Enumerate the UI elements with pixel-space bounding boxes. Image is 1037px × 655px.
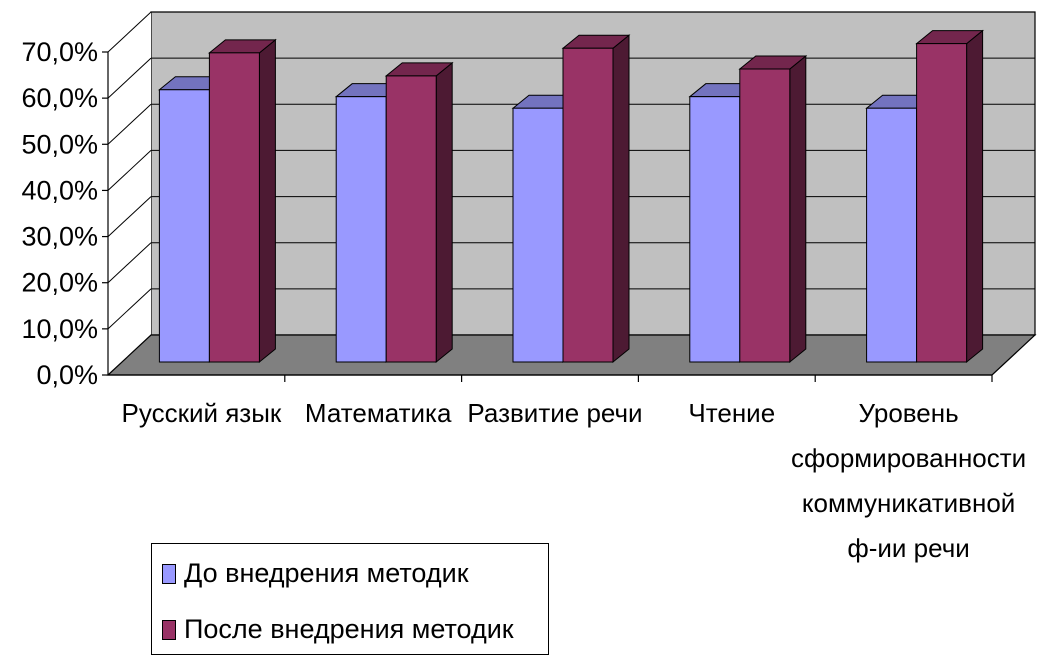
bar-side — [435, 61, 453, 364]
x-category-label: Математика — [305, 398, 452, 428]
x-category-label: Русский язык — [122, 398, 282, 428]
y-tick-label: 20,0% — [21, 268, 98, 298]
bar-side — [612, 34, 630, 364]
bar-side — [789, 54, 807, 364]
bar — [562, 47, 614, 363]
legend-swatch-after — [162, 619, 176, 640]
y-tick-label: 40,0% — [21, 175, 98, 205]
x-category-label: сформированности — [791, 443, 1026, 473]
y-tick-label: 60,0% — [21, 83, 98, 113]
y-tick-label: 70,0% — [21, 37, 98, 67]
x-category-label: Развитие речи — [467, 398, 642, 428]
bar — [916, 43, 968, 363]
legend-swatch-before — [162, 563, 176, 584]
legend-item-before: До внедрения методик — [162, 558, 469, 589]
gridline-side — [107, 150, 152, 191]
y-tick-label: 50,0% — [21, 129, 98, 159]
x-category-label: Чтение — [688, 398, 775, 428]
legend-label-after: После внедрения методик — [184, 614, 514, 644]
bar-side — [966, 29, 984, 364]
legend: До внедрения методик После внедрения мет… — [151, 543, 549, 655]
bar — [158, 89, 210, 363]
gridline-side — [107, 11, 152, 53]
bar — [208, 52, 260, 363]
bar — [689, 96, 741, 363]
x-category-label: ф-ии речи — [847, 533, 969, 563]
bar — [739, 68, 791, 363]
x-category-label: Уровень — [859, 398, 959, 428]
bar-side — [258, 38, 276, 364]
legend-label-before: До внедрения методик — [184, 558, 469, 588]
chart-side-wall — [108, 12, 151, 375]
y-tick-label: 0,0% — [36, 360, 98, 390]
y-tick-label: 10,0% — [21, 314, 98, 344]
gridline-side — [107, 103, 152, 145]
bar — [335, 96, 387, 363]
gridline-side — [107, 242, 152, 284]
bar — [866, 107, 918, 363]
y-tick-label: 30,0% — [21, 222, 98, 252]
gridline-side — [107, 57, 152, 99]
bar — [385, 75, 437, 363]
bar — [512, 107, 564, 363]
x-category-label: коммуникативной — [802, 488, 1015, 518]
legend-item-after: После внедрения методик — [162, 614, 514, 645]
gridline-side — [107, 288, 152, 330]
gridline-side — [107, 196, 152, 237]
